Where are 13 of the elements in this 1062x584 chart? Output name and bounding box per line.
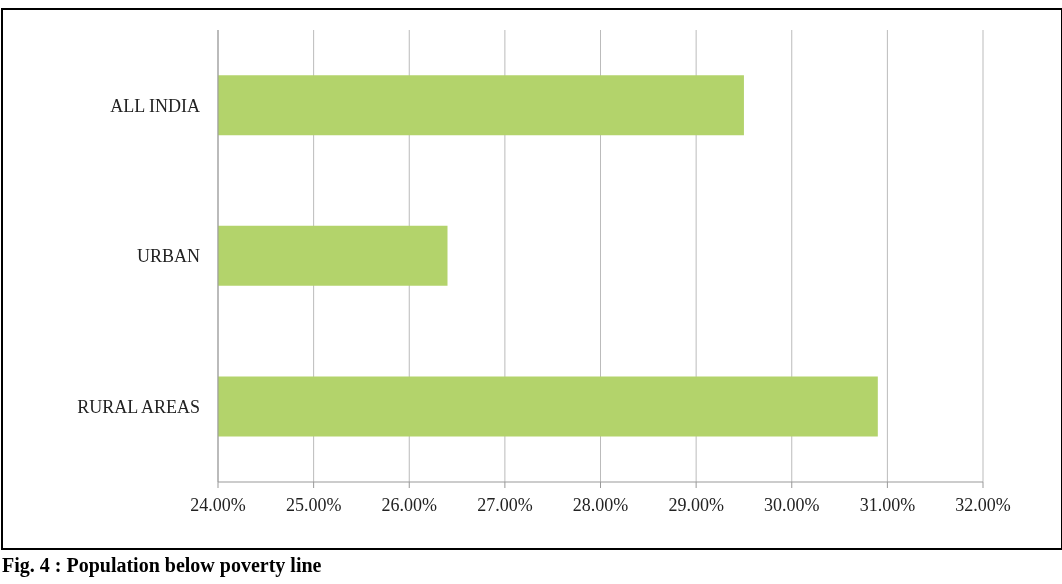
- text: Fig. 4 : Population below poverty line: [2, 554, 322, 577]
- x-tick-label: 29.00%: [668, 494, 724, 515]
- x-tick-label: 31.00%: [859, 494, 916, 515]
- x-tick-label: 32.00%: [955, 494, 1011, 515]
- y-tick-label: URBAN: [136, 246, 200, 267]
- y-tick-label: ALL INDIA: [110, 95, 200, 116]
- x-tick-label: 24.00%: [190, 494, 246, 515]
- x-tick-label: 26.00%: [381, 494, 437, 515]
- x-tick-label: 25.00%: [285, 494, 342, 515]
- x-tick-label: 27.00%: [477, 494, 533, 515]
- x-tick-label: 28.00%: [572, 494, 629, 515]
- x-tick-label: 30.00%: [764, 494, 820, 515]
- y-tick-label: RURAL AREAS: [77, 397, 200, 418]
